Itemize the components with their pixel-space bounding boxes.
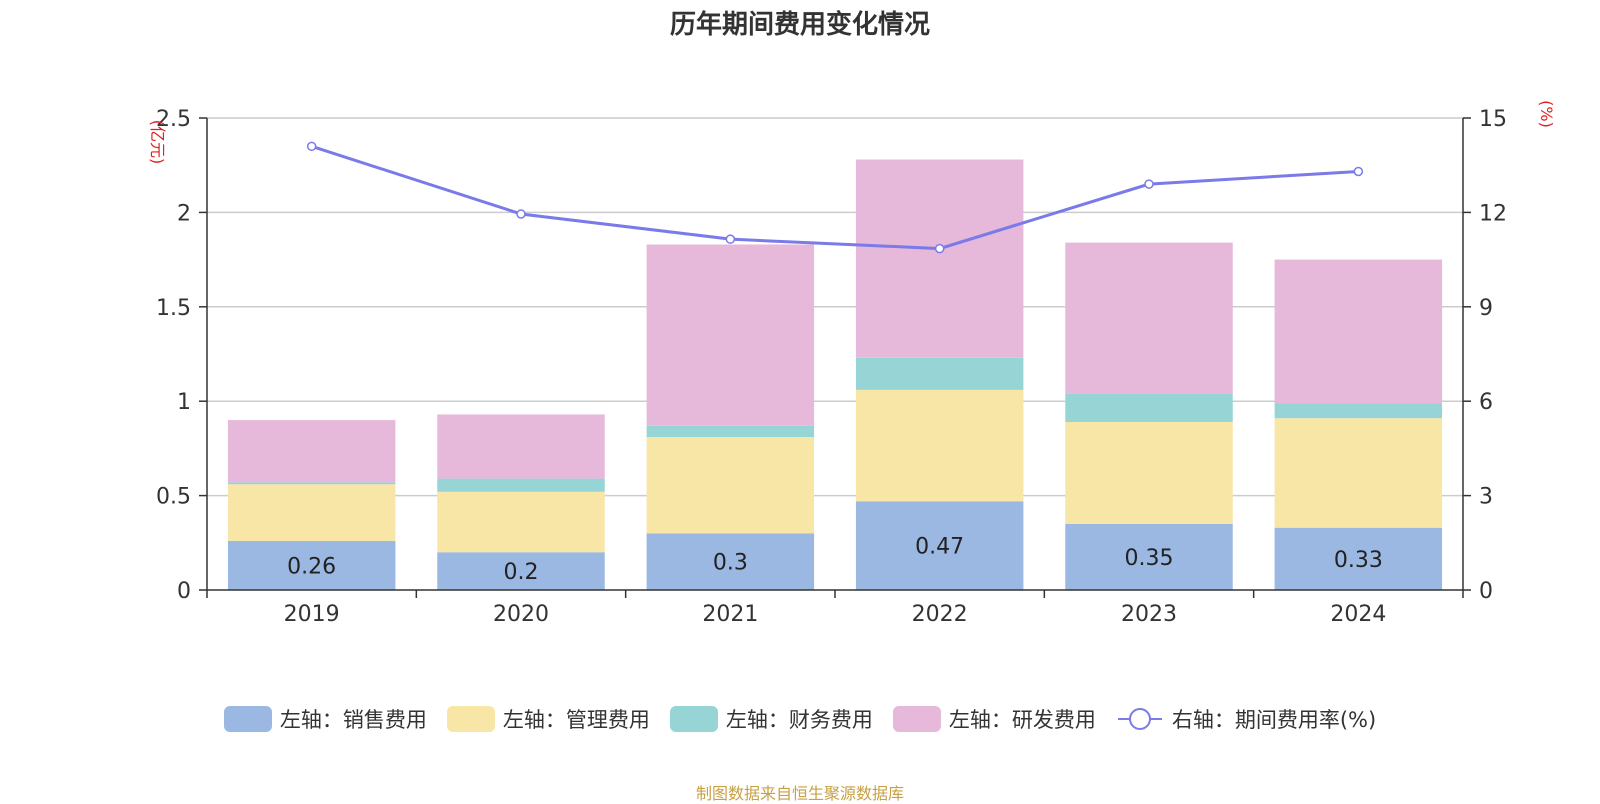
bar-segment	[855, 389, 1024, 502]
bar-segment	[437, 552, 605, 590]
x-tick-label: 2023	[1121, 602, 1177, 627]
bar-segment	[1065, 393, 1233, 422]
axes: 0 0.5 1 1.5 2 2.5 0 3 6 9 12 15 2019 2020 2021 2022 2023…	[148, 100, 1556, 627]
left-tick-label: 2	[177, 201, 191, 226]
legend-label: 左轴：研发费用	[948, 708, 1096, 732]
bar-data-label: 0.3	[713, 551, 748, 576]
bar-segment	[227, 482, 396, 485]
bar-segment	[227, 540, 396, 590]
legend-item[interactable]: 右轴：期间费用率(%)	[1116, 704, 1376, 734]
x-tick-label: 2022	[912, 602, 968, 627]
bar-data-label: 0.47	[915, 535, 964, 560]
bar-data-label: 0.35	[1125, 546, 1174, 571]
grid-lines	[207, 117, 1463, 497]
bar-series	[227, 159, 1443, 590]
bar-segment	[855, 357, 1024, 390]
left-axis-label: (亿元)	[148, 120, 167, 165]
legend-label: 左轴：财务费用	[725, 708, 873, 732]
legend: 左轴：销售费用 左轴：管理费用 左轴：财务费用 左轴：研发费用 右轴：期间费用率(%)	[0, 704, 1600, 734]
x-tick-label: 2021	[702, 602, 758, 627]
bar-segment	[437, 491, 605, 553]
bar-segment	[646, 244, 815, 426]
left-tick-label: 1	[177, 390, 191, 415]
bar-segment	[1274, 527, 1443, 590]
line-point	[934, 243, 945, 254]
bar-segment	[227, 484, 396, 541]
data-labels: 0.26 0.2 0.3 0.47 0.35 0.33	[287, 535, 1383, 585]
line-point	[1353, 166, 1364, 177]
line-point	[306, 141, 317, 152]
bar-segment	[1065, 523, 1233, 590]
left-tick-label: 1.5	[156, 296, 191, 321]
line-point	[1144, 179, 1154, 189]
bar-segment	[855, 159, 1024, 358]
bar-segment	[855, 501, 1024, 590]
legend-label: 右轴：期间费用率(%)	[1171, 708, 1377, 732]
bar-segment	[646, 533, 815, 590]
line-point	[725, 234, 736, 244]
left-tick-label: 2.5	[156, 107, 191, 132]
bar-data-label: 0.2	[504, 560, 539, 585]
left-tick-label: 0.5	[156, 485, 191, 510]
legend-swatch	[446, 706, 495, 732]
right-tick-label: 9	[1479, 296, 1493, 321]
bar-data-label: 0.26	[287, 554, 336, 579]
source-note: 制图数据来自恒生聚源数据库	[695, 784, 904, 803]
legend-label: 左轴：销售费用	[279, 708, 427, 732]
legend-line-marker-icon	[1117, 708, 1162, 730]
bar-segment	[437, 414, 605, 479]
bar-segment	[646, 437, 815, 534]
legend-item[interactable]: 左轴：研发费用	[892, 704, 1096, 734]
right-tick-label: 12	[1479, 201, 1507, 226]
line-path	[311, 144, 1359, 251]
legend-item[interactable]: 左轴：财务费用	[669, 704, 873, 734]
legend-swatch	[892, 706, 941, 732]
bar-segment	[646, 425, 815, 438]
right-tick-label: 15	[1479, 107, 1507, 132]
legend-swatch	[669, 706, 718, 732]
bar-segment	[1274, 418, 1443, 528]
chart-plot: 0 0.5 1 1.5 2 2.5 0 3 6 9 12 15 2019 2020 2021 2022 2023…	[148, 100, 1556, 627]
left-tick-label: 0	[177, 579, 191, 604]
bar-data-label: 0.33	[1334, 548, 1383, 573]
legend-item[interactable]: 左轴：销售费用	[223, 704, 427, 734]
right-axis-label: (%)	[1537, 100, 1556, 128]
x-tick-label: 2020	[493, 602, 549, 627]
bar-segment	[437, 478, 605, 492]
x-tick-label: 2019	[284, 602, 340, 627]
right-tick-label: 3	[1479, 485, 1493, 510]
line-point	[516, 209, 526, 219]
bar-segment	[1274, 259, 1443, 404]
bar-segment	[1065, 421, 1233, 524]
legend-label: 左轴：管理费用	[502, 708, 650, 732]
bar-segment	[227, 420, 396, 483]
chart-title: 历年期间费用变化情况	[669, 10, 930, 40]
legend-swatch	[223, 706, 272, 732]
legend-item[interactable]: 左轴：管理费用	[446, 704, 650, 734]
x-tick-label: 2024	[1330, 602, 1386, 627]
right-tick-label: 6	[1479, 390, 1493, 415]
line-series	[306, 141, 1364, 254]
right-tick-label: 0	[1479, 579, 1493, 604]
bar-segment	[1065, 242, 1233, 394]
bar-segment	[1274, 403, 1443, 419]
